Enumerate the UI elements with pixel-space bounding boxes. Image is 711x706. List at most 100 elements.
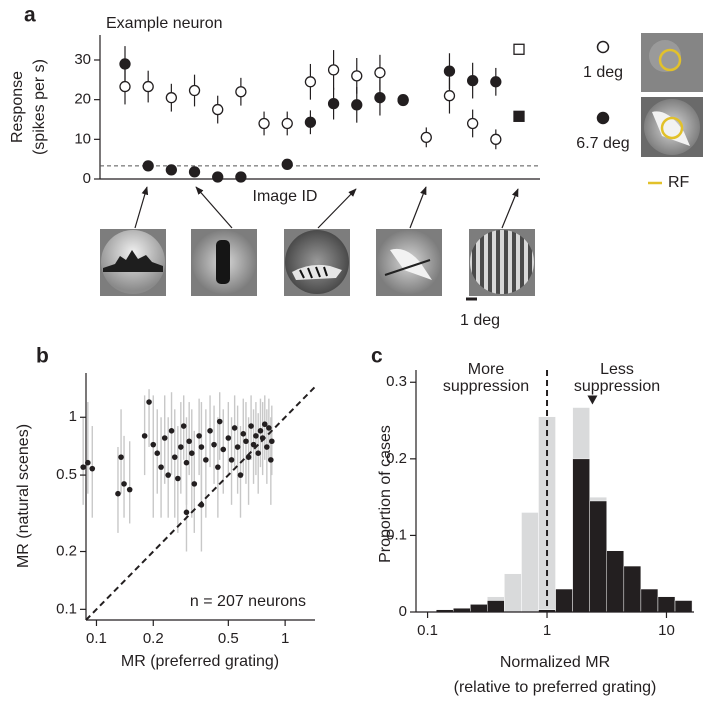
panel-letter: c [371,345,383,368]
point [268,457,274,463]
x-axis-label: MR (preferred grating) [121,653,279,670]
point [237,472,244,478]
annotation: suppression [443,378,529,395]
point [253,433,259,439]
x-tick-label: 1 [543,622,551,639]
point [158,464,164,470]
bar [555,588,573,613]
x-tick-label: 0.5 [218,630,239,647]
marker [327,64,340,76]
marker [443,65,456,77]
point [89,465,96,472]
point [183,509,190,516]
rf-ring [658,48,682,72]
y-axis-label: Response [9,71,26,143]
marker [165,164,178,176]
point [257,428,264,434]
point [175,475,181,482]
marker [327,97,340,110]
marker [490,133,502,145]
y-tick-label: 0.1 [56,600,77,617]
marker [420,131,432,143]
y-tick-label: 10 [74,130,91,147]
point [259,435,266,441]
x-tick-label: 0.1 [417,622,438,639]
marker [165,92,178,104]
x-axis-label: (relative to preferred grating) [454,679,657,696]
x-axis-label: Normalized MR [500,654,610,671]
bar [623,565,642,613]
point [165,472,172,478]
y-tick-label: 0 [83,170,91,187]
y-tick-label: 0.2 [56,542,77,559]
point [198,444,205,450]
legend-marker [596,40,610,54]
bar [572,458,590,613]
bar [521,512,539,613]
marker [397,94,409,106]
marker [142,160,154,172]
marker [212,171,224,183]
point [243,438,249,445]
point [231,425,238,431]
y-tick-label: 20 [74,91,91,108]
arrows [134,186,519,229]
bar [657,596,676,613]
marker [304,116,317,128]
y-tick-label: 1 [69,408,77,425]
marker [351,99,363,111]
panel-letter: b [36,345,49,368]
point [255,450,262,456]
point [115,490,121,497]
marker [188,166,201,178]
y-axis-label: (spikes per s) [31,59,48,155]
point [161,435,168,441]
y-tick-label: 0.1 [386,526,407,543]
y-tick-label: 30 [74,51,91,68]
point [220,446,227,453]
point [188,450,195,456]
legend-marker [596,111,610,125]
point [211,441,217,448]
marker [235,171,247,183]
marker [351,70,363,82]
point [121,481,127,487]
y-tick-label: 0 [399,603,407,620]
point [146,399,152,405]
marker [513,43,525,55]
point [266,425,272,431]
image-thumbnails [100,33,703,296]
point [191,481,198,487]
marker [443,90,456,102]
point [118,454,124,460]
marker [119,58,131,70]
median-marker [587,395,598,405]
legend-label: 1 deg [583,64,623,81]
point [168,428,175,434]
marker [513,110,525,122]
point [154,450,161,456]
bar [589,500,607,613]
marker [281,158,293,170]
x-tick-label: 1 [281,630,289,647]
y-tick-label: 0.2 [386,450,407,467]
point [171,454,178,460]
rf-legend-label: RF [668,174,690,191]
point [183,459,190,466]
marker [188,84,201,97]
y-tick-label: 0.3 [386,373,407,390]
marker [466,117,479,130]
y-tick-label: 0.5 [56,466,77,483]
point [228,457,235,463]
point [269,438,275,445]
marker [490,76,502,88]
bar [606,550,625,613]
point [196,433,202,439]
y-axis-label: MR (natural scenes) [15,424,32,568]
point [240,431,247,437]
annotation: suppression [574,378,660,395]
panel-letter: a [24,4,36,27]
point [234,444,241,450]
rf-ring [660,116,684,140]
